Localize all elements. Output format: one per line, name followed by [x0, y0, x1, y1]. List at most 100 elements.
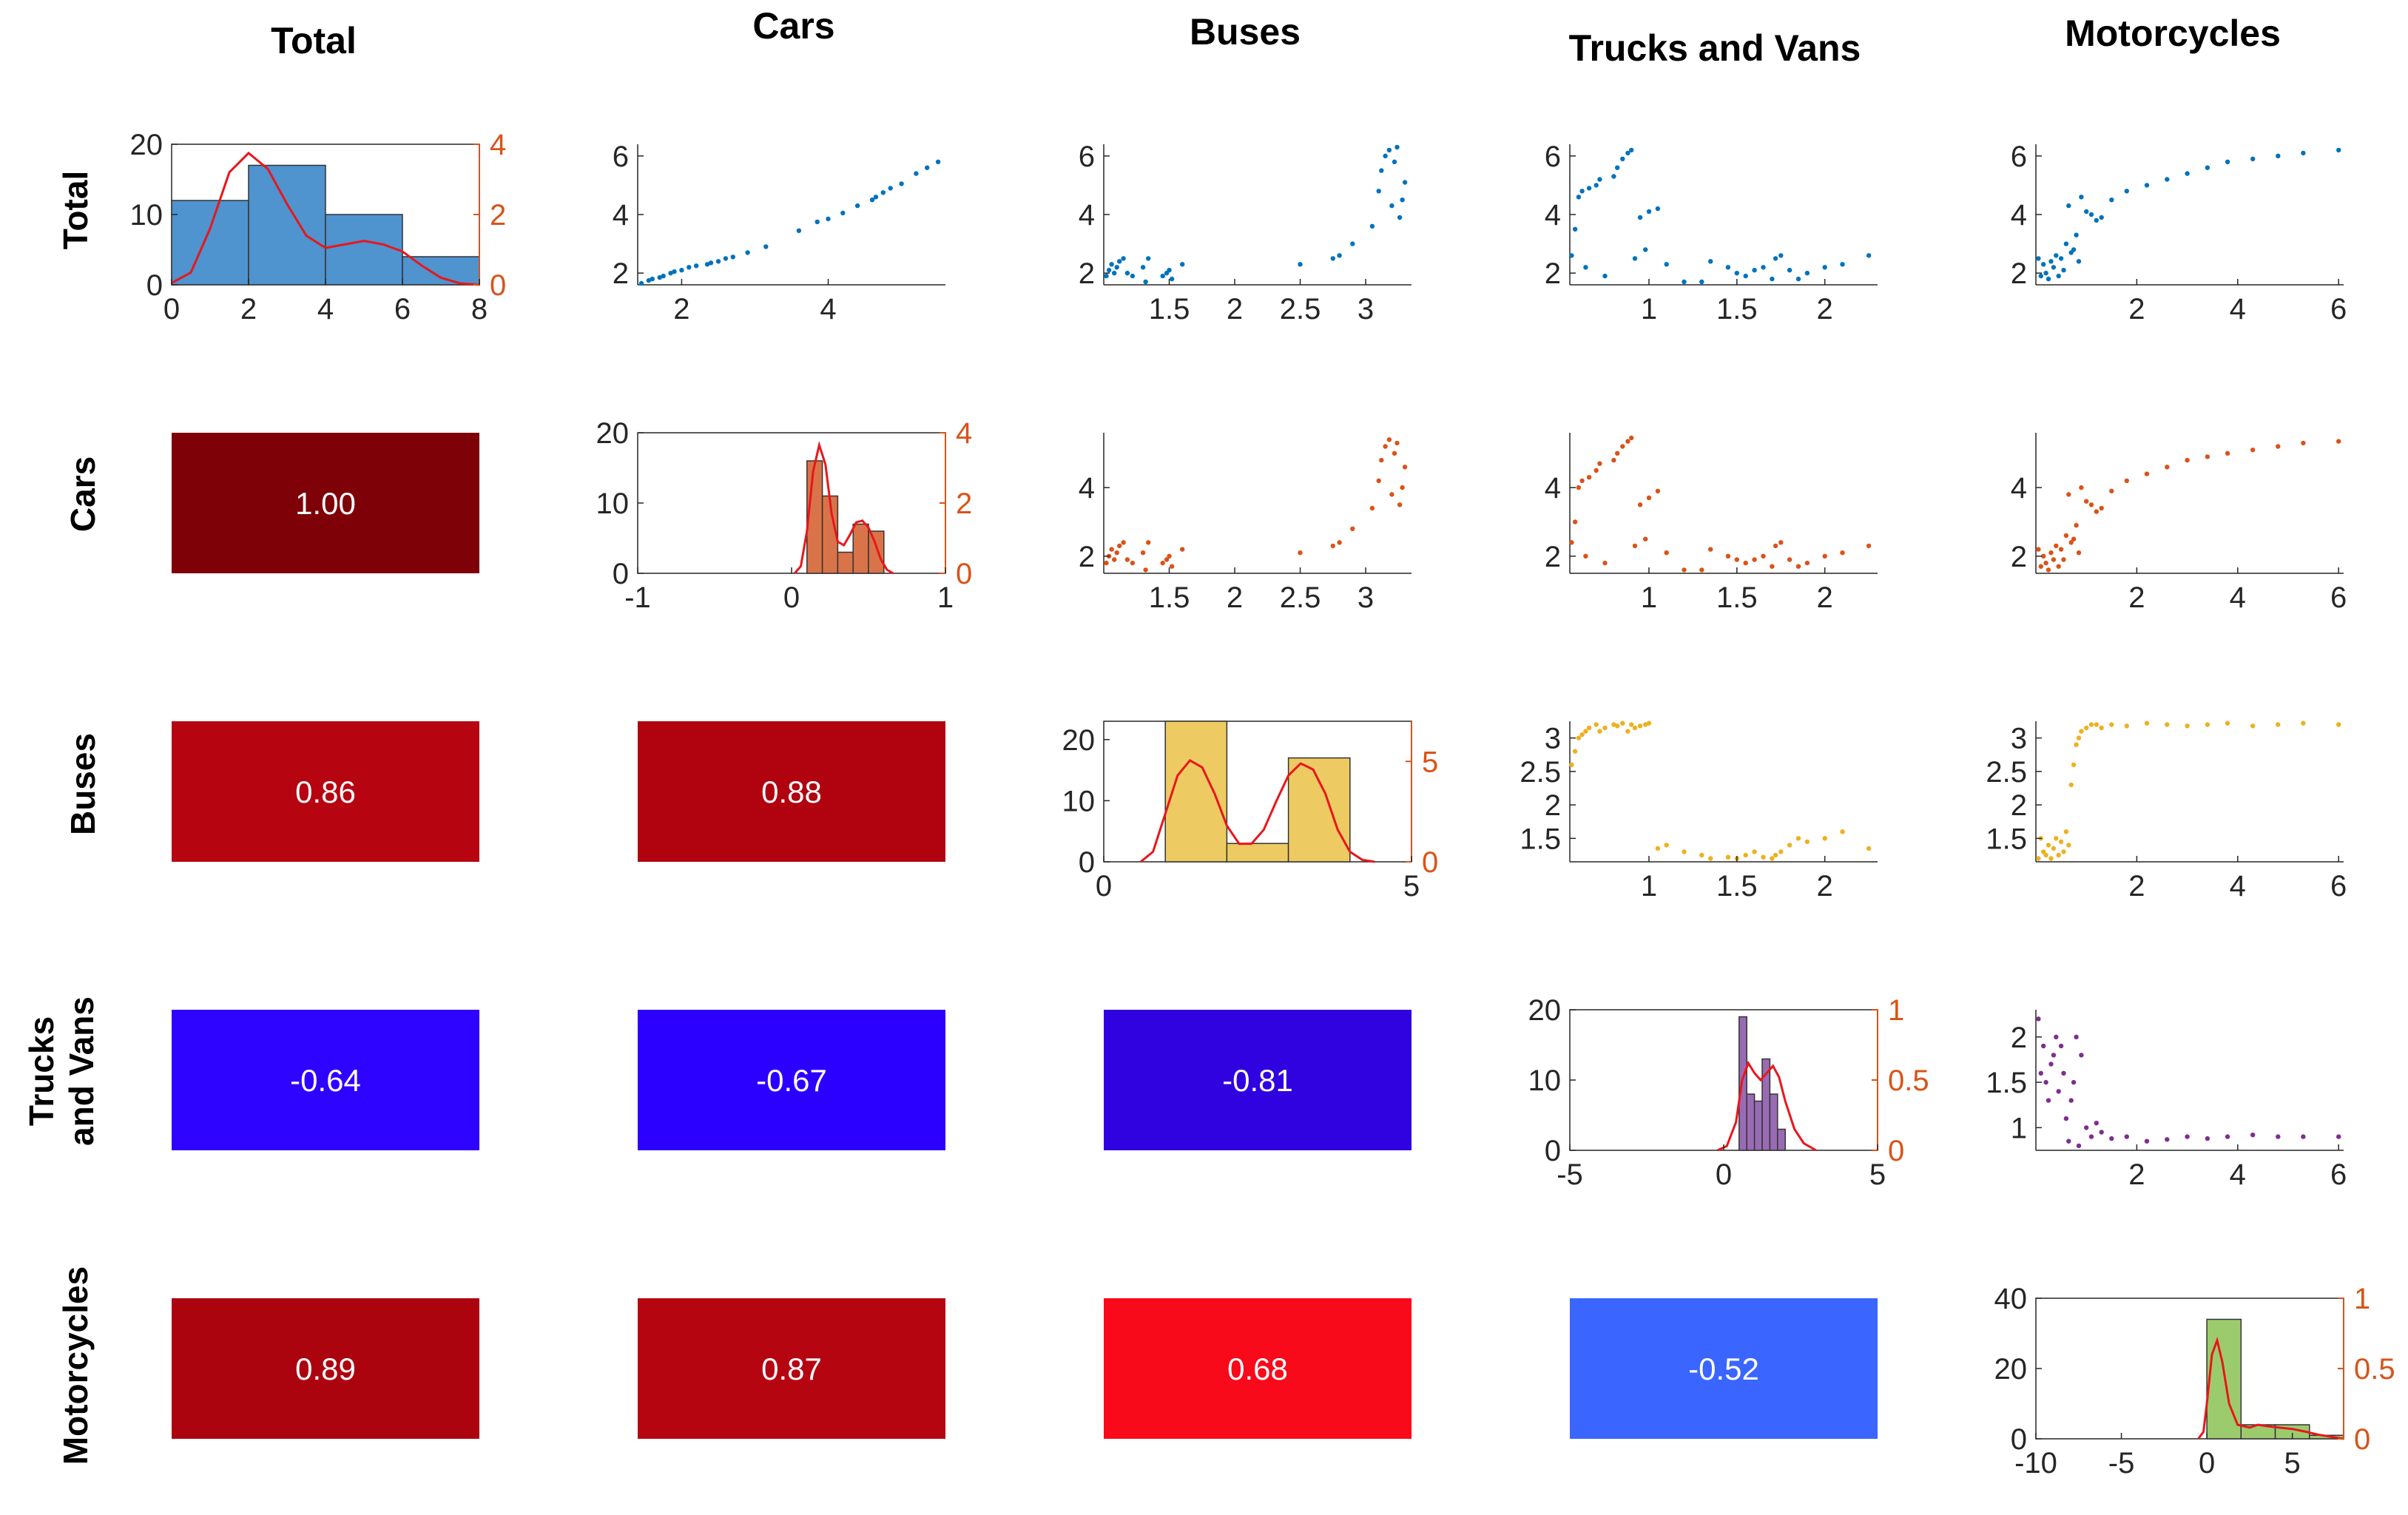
x-tick-label: 4 — [2230, 870, 2246, 902]
scatter-point — [1620, 156, 1625, 161]
histogram-bar — [852, 523, 869, 574]
scatter-point — [2058, 547, 2064, 552]
scatter-point — [2063, 241, 2069, 246]
scatter-point — [1773, 256, 1778, 261]
y-tick-label: 2 — [2011, 789, 2027, 822]
scatter-point — [2079, 1053, 2084, 1058]
scatter-point — [1298, 550, 1303, 556]
scatter-point — [1140, 550, 1146, 556]
scatter-point — [1572, 226, 1578, 232]
scatter-point — [687, 265, 692, 270]
scatter-point — [2225, 451, 2230, 456]
scatter-point — [1646, 209, 1652, 215]
x-tick-label: 2 — [1817, 581, 1833, 614]
scatter-point — [1632, 256, 1638, 261]
scatter-point — [1569, 253, 1574, 258]
scatter-point — [1593, 183, 1599, 188]
y-tick-label: 4 — [1545, 472, 1561, 505]
y-tick-label: 6 — [613, 141, 629, 173]
scatter-point — [2051, 557, 2057, 562]
scatter-point — [1620, 721, 1625, 726]
scatter-point — [1699, 567, 1704, 573]
scatter-point — [1576, 195, 1582, 200]
x-tick-label: -10 — [2014, 1447, 2057, 1479]
scatter-point — [2063, 1116, 2069, 1121]
scatter-point — [2061, 557, 2066, 562]
scatter-point — [1114, 265, 1119, 270]
y-tick-label: 4 — [1545, 199, 1561, 232]
scatter-point — [1761, 265, 1766, 270]
column-title-buses: Buses — [1190, 11, 1301, 53]
y-tick-label: 6 — [1545, 141, 1561, 173]
scatter-point — [1778, 540, 1784, 545]
y-tick-label: 10 — [130, 199, 163, 232]
scatter-point — [1743, 560, 1748, 566]
scatter-point — [2109, 1136, 2114, 1141]
scatter-point — [1337, 253, 1342, 258]
scatter-point — [1130, 560, 1136, 566]
scatter-point — [1840, 550, 1845, 556]
scatter-point — [1104, 273, 1109, 279]
scatter-point — [2051, 846, 2057, 851]
right-tick-label: 2 — [490, 199, 506, 232]
x-tick-label: 2 — [2128, 581, 2145, 614]
x-tick-label: 2 — [1227, 293, 1243, 325]
scatter-point — [2048, 550, 2054, 556]
scatter-point — [1632, 543, 1638, 549]
cell-r2-c0-heatmap: 0.86 — [172, 721, 479, 862]
y-tick-label: 2 — [1545, 257, 1561, 290]
scatter-point — [2054, 253, 2059, 258]
scatter-point — [2074, 522, 2079, 528]
scatter-point — [1664, 262, 1669, 267]
axes-box — [1569, 1009, 1878, 1151]
column-title-total: Total — [271, 20, 357, 61]
scatter-point — [2205, 454, 2210, 459]
histogram-bar — [1164, 721, 1228, 863]
scatter-point — [2074, 742, 2079, 747]
scatter-point — [1572, 519, 1578, 524]
scatter-point — [1778, 253, 1784, 258]
x-tick-label: 1 — [1641, 870, 1657, 902]
scatter-point — [1109, 547, 1114, 552]
correlation-cell — [1104, 1010, 1412, 1150]
scatter-point — [1389, 203, 1394, 209]
scatter-point — [1664, 550, 1669, 556]
scatter-point — [1637, 502, 1643, 507]
scatter-point — [2205, 165, 2210, 170]
y-tick-label: 20 — [130, 129, 163, 161]
scatter-point — [672, 269, 677, 274]
x-tick-label: 2 — [2128, 870, 2145, 902]
scatter-point — [638, 280, 644, 286]
scatter-point — [1787, 557, 1792, 562]
scatter-point — [2165, 177, 2170, 182]
scatter-point — [1583, 265, 1588, 270]
scatter-point — [2076, 735, 2082, 740]
scatter-point — [2109, 198, 2114, 203]
scatter-point — [2038, 273, 2043, 279]
density-curve — [171, 151, 480, 286]
cell-r1-c0-heatmap: 1.00 — [172, 433, 479, 573]
scatter-point — [2046, 843, 2051, 848]
scatter-point — [2066, 843, 2071, 848]
scatter-point — [1383, 153, 1388, 158]
x-tick-label: -5 — [2108, 1447, 2135, 1479]
right-tick-label: 0.5 — [1888, 1064, 1929, 1097]
y-tick-label: 10 — [596, 487, 630, 520]
scatter-point — [2051, 265, 2057, 270]
scatter-point — [1708, 856, 1713, 861]
scatter-point — [2068, 782, 2074, 788]
scatter-point — [646, 277, 652, 283]
scatter-point — [1386, 437, 1392, 442]
scatter-point — [1773, 543, 1778, 549]
scatter-point — [1804, 560, 1810, 566]
scatter-point — [1743, 273, 1748, 279]
correlation-value: 0.86 — [295, 775, 356, 809]
correlation-cell — [1570, 1298, 1878, 1439]
right-tick-label: 0.5 — [2354, 1353, 2395, 1386]
scatter-point — [1389, 492, 1394, 497]
scatter-point — [1752, 849, 1757, 854]
cell-r0-c3-scatter: 1 1.5 2 2 4 6 — [1545, 141, 1878, 325]
scatter-point — [1866, 253, 1872, 258]
y-tick-label: 10 — [1062, 785, 1096, 817]
histogram-bar — [1777, 1128, 1786, 1151]
